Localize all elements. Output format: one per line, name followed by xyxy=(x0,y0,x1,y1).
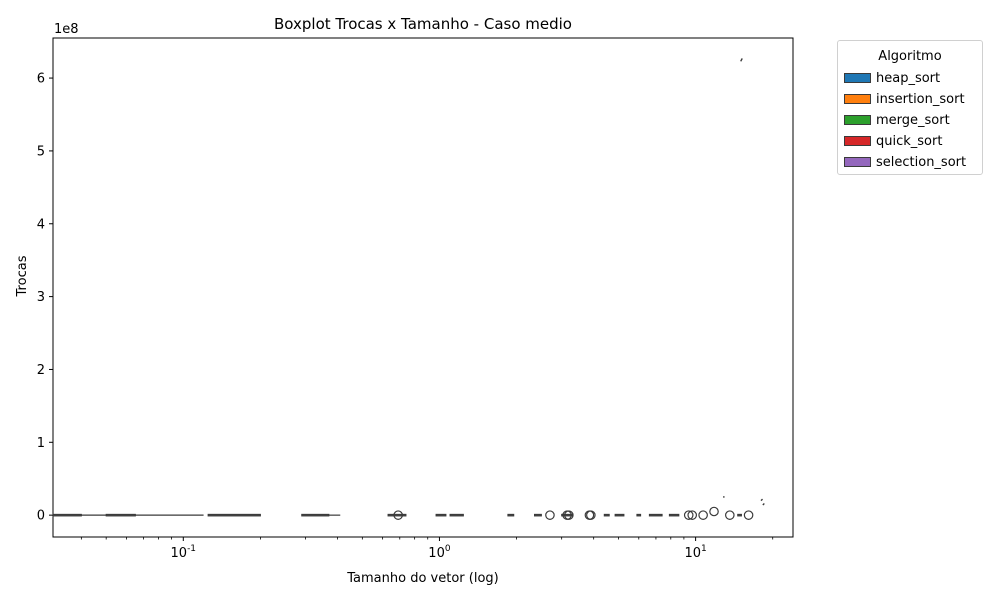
box xyxy=(648,513,663,517)
box xyxy=(737,513,742,517)
box xyxy=(534,513,542,517)
box xyxy=(387,513,407,517)
x-tick-label: 101 xyxy=(684,544,706,561)
small-mark xyxy=(760,498,764,502)
small-mark xyxy=(740,58,743,62)
x-tick-label: 100 xyxy=(428,544,451,561)
legend-swatch xyxy=(844,115,871,125)
y-tick-label: 3 xyxy=(37,290,45,305)
legend-swatch xyxy=(844,136,871,146)
outlier-point xyxy=(683,510,694,520)
legend: Algoritmo heap_sort insertion_sort merge… xyxy=(837,40,983,175)
legend-label: merge_sort xyxy=(876,112,950,128)
y-axis-label: Trocas xyxy=(15,255,30,297)
box xyxy=(668,513,680,517)
legend-item-merge-sort: merge_sort xyxy=(844,112,950,128)
y-tick-label: 5 xyxy=(37,144,45,159)
y-tick-label: 2 xyxy=(37,363,45,378)
small-mark xyxy=(762,502,765,506)
box xyxy=(449,513,464,517)
legend-label: insertion_sort xyxy=(876,91,965,107)
outlier-point xyxy=(698,510,708,520)
x-axis-label: Tamanho do vetor (log) xyxy=(346,571,498,586)
box xyxy=(507,513,515,517)
legend-label: quick_sort xyxy=(876,133,943,149)
legend-label: heap_sort xyxy=(876,70,941,86)
legend-swatch xyxy=(844,73,871,83)
legend-item-insertion-sort: insertion_sort xyxy=(844,91,965,107)
x-axis-ticks: 10-1 100 101 xyxy=(80,537,774,561)
x-tick-label: 10-1 xyxy=(171,544,197,561)
y-tick-label: 4 xyxy=(37,217,45,232)
outlier-point xyxy=(586,510,596,520)
legend-title: Algoritmo xyxy=(878,49,942,64)
legend-item-selection-sort: selection_sort xyxy=(844,154,966,170)
legend-label: selection_sort xyxy=(876,154,967,170)
box xyxy=(614,513,625,517)
outlier-point xyxy=(709,506,719,517)
outlier-point xyxy=(393,510,403,520)
y-tick-label: 0 xyxy=(37,509,45,524)
plot-area xyxy=(52,37,794,538)
legend-item-quick-sort: quick_sort xyxy=(844,133,942,149)
box xyxy=(603,513,610,517)
outlier-point xyxy=(564,510,574,520)
legend-item-heap-sort: heap_sort xyxy=(844,70,940,86)
box xyxy=(301,513,330,517)
legend-swatch xyxy=(844,94,871,104)
outlier-point xyxy=(743,510,754,520)
legend-swatch xyxy=(844,157,871,167)
box xyxy=(207,513,261,517)
outlier-point xyxy=(725,510,735,520)
box xyxy=(435,513,447,517)
outlier-point xyxy=(687,510,698,520)
box xyxy=(52,513,82,517)
y-axis-ticks: 0 1 2 3 4 5 6 xyxy=(37,72,53,524)
y-tick-label: 1 xyxy=(37,436,45,451)
outlier-point xyxy=(545,510,555,520)
y-offset-label: 1e8 xyxy=(54,22,79,37)
y-tick-label: 6 xyxy=(37,72,45,87)
box xyxy=(105,513,136,517)
chart-title: Boxplot Trocas x Tamanho - Caso medio xyxy=(274,15,572,33)
box xyxy=(561,513,573,517)
plot-frame xyxy=(52,37,794,538)
box xyxy=(636,513,642,517)
